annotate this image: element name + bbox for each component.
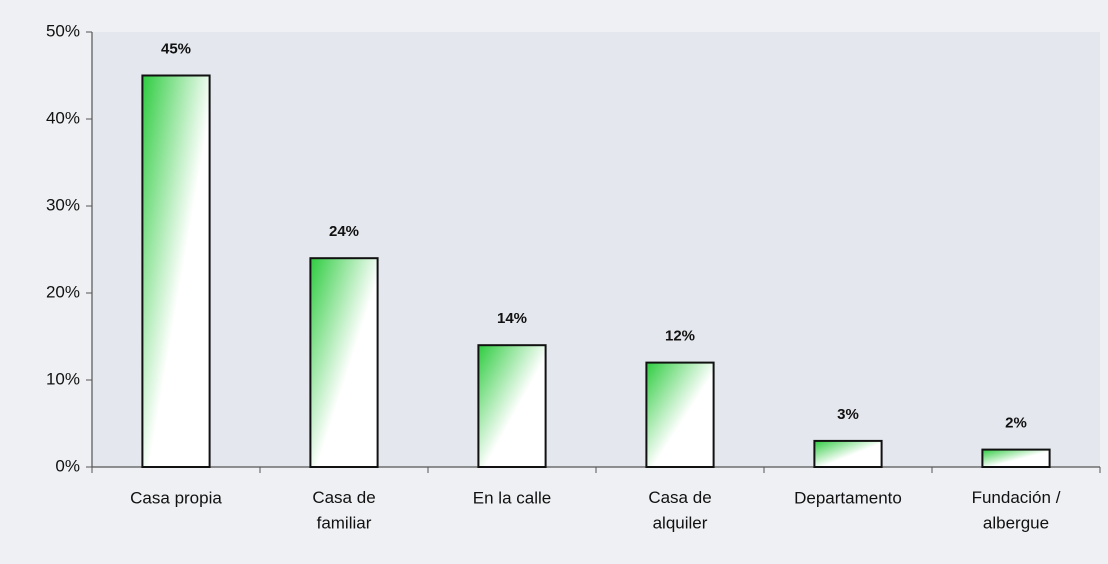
bar [309, 257, 379, 469]
x-tick-label: Fundación / albergue [972, 488, 1061, 533]
x-tick-label: En la calle [473, 488, 551, 507]
value-label: 3% [837, 406, 859, 423]
bar [141, 74, 211, 468]
y-tick-label: 30% [46, 195, 80, 214]
y-tick-label: 0% [55, 456, 80, 475]
value-label: 45% [161, 40, 191, 57]
plot-area [92, 32, 1100, 467]
value-label: 14% [497, 310, 527, 327]
x-tick-label: Casa de familiar [312, 488, 375, 533]
y-tick-label: 40% [46, 108, 80, 127]
y-tick-label: 10% [46, 369, 80, 388]
y-tick-label: 20% [46, 282, 80, 301]
value-label: 2% [1005, 415, 1027, 432]
bar [645, 361, 715, 469]
x-tick-label: Casa propia [130, 488, 222, 507]
x-tick-label: Casa de alquiler [648, 488, 711, 533]
bar [981, 448, 1051, 469]
y-tick-label: 50% [46, 21, 80, 40]
bar [813, 439, 883, 468]
x-tick-label: Departamento [794, 488, 902, 507]
value-label: 12% [665, 328, 695, 345]
value-label: 24% [329, 223, 359, 240]
bar [477, 344, 547, 469]
